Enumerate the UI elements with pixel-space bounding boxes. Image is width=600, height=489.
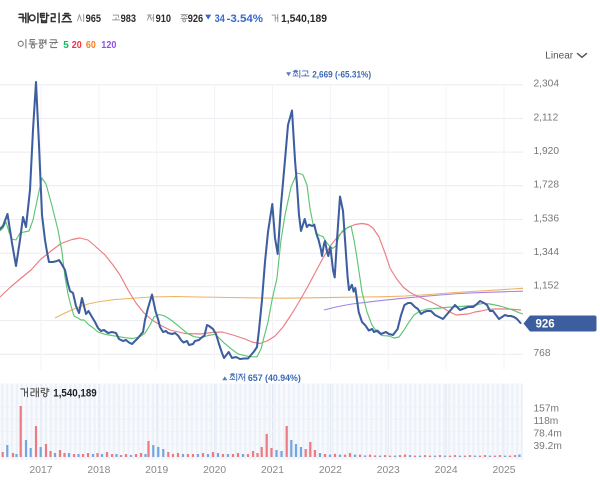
svg-text:926: 926 xyxy=(536,319,555,331)
svg-text:1,536: 1,536 xyxy=(534,213,560,224)
svg-text:2,112: 2,112 xyxy=(534,112,559,123)
svg-text:78.4m: 78.4m xyxy=(534,428,562,439)
svg-text:2024: 2024 xyxy=(435,465,458,476)
svg-text:657 (40.94%): 657 (40.94%) xyxy=(248,372,301,383)
svg-text:2021: 2021 xyxy=(261,465,284,476)
svg-text:60: 60 xyxy=(86,40,96,51)
svg-text:2018: 2018 xyxy=(87,465,110,476)
svg-text:2020: 2020 xyxy=(203,465,226,476)
svg-text:2023: 2023 xyxy=(377,465,400,476)
svg-text:20: 20 xyxy=(72,40,82,51)
svg-text:2019: 2019 xyxy=(145,465,168,476)
svg-text:157m: 157m xyxy=(534,403,559,414)
svg-text:1,540,189: 1,540,189 xyxy=(53,388,96,400)
svg-text:120: 120 xyxy=(101,40,117,51)
svg-text:-3.54%: -3.54% xyxy=(227,13,264,25)
svg-text:983: 983 xyxy=(121,13,136,25)
svg-text:2022: 2022 xyxy=(319,465,342,476)
svg-text:768: 768 xyxy=(534,348,551,359)
svg-text:1,540,189: 1,540,189 xyxy=(281,13,327,25)
svg-text:965: 965 xyxy=(86,13,101,25)
svg-text:1,152: 1,152 xyxy=(534,281,560,292)
svg-text:2,304: 2,304 xyxy=(534,79,560,90)
svg-text:34: 34 xyxy=(215,13,226,25)
svg-text:2,669 (-65.31%): 2,669 (-65.31%) xyxy=(312,69,371,80)
svg-text:2017: 2017 xyxy=(30,465,53,476)
svg-text:5: 5 xyxy=(63,40,69,51)
svg-text:2025: 2025 xyxy=(493,465,516,476)
svg-text:118m: 118m xyxy=(534,416,559,427)
svg-text:926: 926 xyxy=(188,13,203,25)
svg-text:1,344: 1,344 xyxy=(534,247,560,258)
svg-text:Linear: Linear xyxy=(545,50,573,61)
svg-text:39.2m: 39.2m xyxy=(534,441,562,452)
svg-text:1,920: 1,920 xyxy=(534,146,560,157)
svg-text:1,728: 1,728 xyxy=(534,180,560,191)
svg-text:910: 910 xyxy=(156,13,171,25)
